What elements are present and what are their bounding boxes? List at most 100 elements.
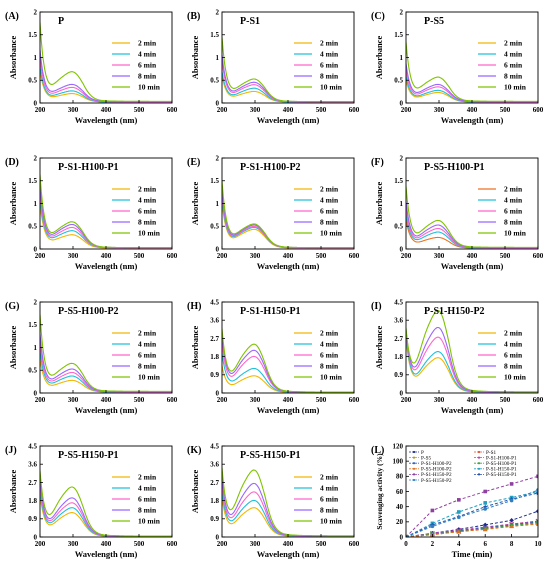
y-axis-label: Absorbance bbox=[374, 326, 384, 370]
panel-title: P-S1 bbox=[240, 16, 260, 27]
panel-title: P-S5-H100-P1 bbox=[424, 162, 485, 173]
series-line-p-s1-h100-p1 bbox=[406, 520, 538, 537]
legend-marker bbox=[412, 456, 416, 459]
legend-label-8-min: 8 min bbox=[320, 72, 339, 81]
legend-label-8-min: 8 min bbox=[138, 506, 157, 515]
x-tick-label: 500 bbox=[316, 540, 327, 548]
y-tick-label: 0 bbox=[216, 99, 220, 107]
y-tick-label: 1 bbox=[34, 344, 38, 352]
x-tick-label: 500 bbox=[134, 106, 145, 114]
legend-label-4-min: 4 min bbox=[138, 484, 157, 493]
legend-label-p: P bbox=[421, 450, 424, 456]
y-tick-label: 1 bbox=[216, 54, 220, 62]
y-tick-label: 2 bbox=[34, 8, 38, 16]
legend-label-8-min: 8 min bbox=[504, 362, 523, 371]
legend-label-10-min: 10 min bbox=[138, 373, 161, 382]
x-tick-label: 400 bbox=[283, 540, 294, 548]
y-tick-label: 2 bbox=[216, 154, 220, 162]
x-tick-label: 300 bbox=[68, 106, 79, 114]
x-tick-label: 400 bbox=[101, 252, 112, 260]
x-tick-label: 200 bbox=[35, 396, 46, 404]
x-tick-label: 200 bbox=[217, 540, 228, 548]
legend-label-8-min: 8 min bbox=[504, 72, 523, 81]
x-tick-label: 200 bbox=[35, 252, 46, 260]
y-axis-label: Absorbance bbox=[190, 470, 200, 514]
plot-area bbox=[406, 474, 538, 537]
legend-label-2-min: 2 min bbox=[138, 329, 157, 338]
y-axis-label: Absorbance bbox=[190, 36, 200, 80]
y-tick-label: 0.5 bbox=[28, 223, 37, 231]
panel-f: (F) 200 300 400 500 600 0 0.5 1 1.5 2 Wavelength (n… bbox=[371, 154, 544, 271]
legend-label-6-min: 6 min bbox=[320, 351, 339, 360]
y-tick-label: 120 bbox=[393, 442, 404, 450]
legend-label-p-s1-h100-p2: P-S1-H100-P2 bbox=[421, 461, 452, 467]
legend-label-10-min: 10 min bbox=[504, 373, 527, 382]
data-point bbox=[430, 508, 435, 513]
data-point bbox=[509, 518, 514, 523]
legend-label-10-min: 10 min bbox=[504, 83, 527, 92]
x-tick-label: 600 bbox=[349, 396, 360, 404]
x-axis-label: Wavelength (nm) bbox=[75, 405, 138, 415]
y-tick-label: 0 bbox=[34, 533, 38, 541]
legend-label-p-s1-h150-p2: P-S1-H150-P2 bbox=[421, 472, 452, 478]
x-tick-label: 400 bbox=[283, 396, 294, 404]
y-tick-label: 20 bbox=[396, 518, 404, 526]
y-tick-label: 2.7 bbox=[28, 479, 37, 487]
y-tick-label: 0 bbox=[216, 533, 220, 541]
y-tick-label: 1.5 bbox=[28, 177, 37, 185]
panel-d: (D) 200 300 400 500 600 0 0.5 1 1.5 2 Wavelength (n… bbox=[5, 154, 178, 271]
y-tick-label: 1.5 bbox=[394, 177, 403, 185]
y-tick-label: 2.7 bbox=[394, 335, 403, 343]
data-point bbox=[483, 507, 488, 511]
x-tick-label: 600 bbox=[167, 106, 178, 114]
panel-h: (H) 200 300 400 500 600 0 0.9 1.8 2.7 3.6 4.5 Wavele… bbox=[187, 298, 360, 415]
legend-label-2-min: 2 min bbox=[320, 185, 339, 194]
x-tick-label: 200 bbox=[35, 540, 46, 548]
y-tick-label: 1.5 bbox=[210, 177, 219, 185]
y-tick-label: 0.5 bbox=[28, 77, 37, 85]
x-tick-label: 500 bbox=[134, 396, 145, 404]
x-axis-label: Wavelength (nm) bbox=[257, 115, 320, 125]
x-axis-label: Wavelength (nm) bbox=[441, 115, 504, 125]
x-tick-label: 300 bbox=[68, 540, 79, 548]
panel-title: P-S1-H150-P1 bbox=[240, 306, 301, 317]
panel-label: (J) bbox=[5, 445, 17, 456]
x-tick-label: 0 bbox=[404, 540, 408, 548]
x-tick-label: 400 bbox=[467, 106, 478, 114]
legend-label-6-min: 6 min bbox=[504, 207, 523, 216]
x-tick-label: 400 bbox=[101, 540, 112, 548]
y-tick-label: 0 bbox=[400, 99, 404, 107]
panel-label: (B) bbox=[187, 11, 200, 22]
y-tick-label: 1.8 bbox=[210, 353, 219, 361]
x-axis-label: Wavelength (nm) bbox=[75, 261, 138, 271]
x-axis-label: Wavelength (nm) bbox=[75, 549, 138, 559]
data-point bbox=[457, 498, 461, 502]
x-tick-label: 500 bbox=[316, 252, 327, 260]
data-point bbox=[457, 510, 461, 514]
legend-label-p-s1-h100-p1: P-S1-H100-P1 bbox=[486, 455, 517, 461]
legend-label-4-min: 4 min bbox=[138, 196, 157, 205]
y-tick-label: 0 bbox=[400, 533, 404, 541]
legend-label-6-min: 6 min bbox=[504, 61, 523, 70]
legend-label-2-min: 2 min bbox=[138, 473, 157, 482]
legend-label-2-min: 2 min bbox=[504, 185, 523, 194]
x-tick-label: 600 bbox=[349, 540, 360, 548]
y-tick-label: 0.5 bbox=[394, 223, 403, 231]
y-tick-label: 3.6 bbox=[394, 317, 403, 325]
y-tick-label: 0 bbox=[400, 245, 404, 253]
panel-b: (B) 200 300 400 500 600 0 0.5 1 1.5 2 Wavelength (n… bbox=[187, 8, 360, 125]
x-tick-label: 500 bbox=[500, 252, 511, 260]
y-tick-label: 0.9 bbox=[210, 371, 219, 379]
x-axis-label: Wavelength (nm) bbox=[257, 405, 320, 415]
legend-label-4-min: 4 min bbox=[320, 484, 339, 493]
legend-label-10-min: 10 min bbox=[504, 229, 527, 238]
x-tick-label: 400 bbox=[101, 396, 112, 404]
data-point bbox=[509, 498, 514, 503]
x-tick-label: 200 bbox=[217, 106, 228, 114]
panel-title: P-S5-H150-P1 bbox=[240, 450, 301, 461]
legend-marker bbox=[477, 456, 481, 459]
x-tick-label: 300 bbox=[434, 396, 445, 404]
legend-label-6-min: 6 min bbox=[138, 351, 157, 360]
